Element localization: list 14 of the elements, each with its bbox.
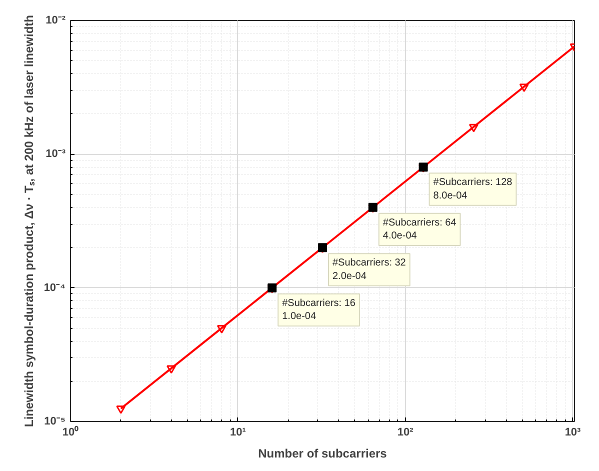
y-tick-label: 10⁻³ bbox=[46, 148, 66, 160]
y-tick-label: 10⁻⁵ bbox=[44, 416, 66, 428]
x-tick-label: 10² bbox=[397, 426, 414, 438]
x-axis-title: Number of subcarriers bbox=[258, 446, 388, 460]
x-tick-label: 10³ bbox=[564, 426, 582, 438]
y-tick-label: 10⁻² bbox=[46, 14, 66, 26]
x-tick-label: 10¹ bbox=[230, 426, 246, 438]
annotation: #Subcarriers: 32 2.0e-04 bbox=[332, 258, 406, 282]
annotation: #Subcarriers: 16 1.0e-04 bbox=[282, 298, 356, 322]
annotation: #Subcarriers: 128 8.0e-04 bbox=[433, 177, 513, 202]
annotation: #Subcarriers: 64 4.0e-04 bbox=[382, 217, 457, 242]
y-axis-title: Linewidth symbol-duration product, Δν · Tₛ, at 200 kHz of laser linewidth bbox=[22, 15, 36, 427]
y-tick-label: 10⁻⁴ bbox=[44, 282, 66, 294]
x-tick-label: 10⁰ bbox=[62, 426, 79, 438]
